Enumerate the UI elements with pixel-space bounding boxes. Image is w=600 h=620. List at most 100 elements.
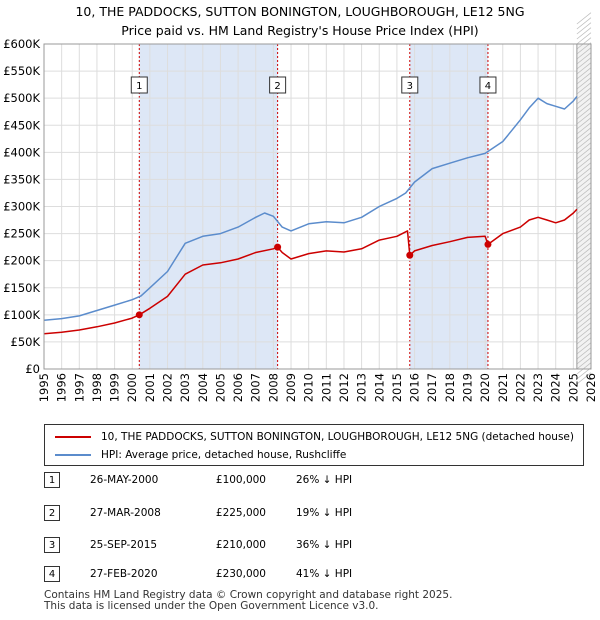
hatch-line — [576, 12, 592, 25]
hatch-line — [576, 262, 592, 275]
hatch-line — [576, 137, 592, 150]
table-row: 3 25-SEP-2015 £210,000 36% ↓ HPI — [0, 537, 600, 557]
hatch-line — [576, 367, 592, 380]
hatch-line — [576, 232, 592, 245]
sale-markers: 1 2 3 4 — [130, 76, 497, 319]
hatch-line — [576, 122, 592, 135]
sale-price: £100,000 — [215, 474, 266, 486]
x-tick-label: 2000 — [125, 373, 139, 402]
legend-swatch-hpi — [55, 454, 91, 456]
hatch-line — [576, 277, 592, 290]
hatch-line — [576, 267, 592, 280]
x-tick-label: 2019 — [460, 373, 474, 402]
hatch-line — [576, 297, 592, 310]
y-tick-label: £450K — [3, 118, 40, 132]
hatch-line — [576, 32, 592, 45]
hatch-line — [576, 37, 592, 50]
hatch-line — [576, 97, 592, 110]
hatch-line — [576, 112, 592, 125]
sale-point — [406, 251, 414, 259]
hatch-line — [576, 57, 592, 70]
hatch-line — [576, 102, 592, 115]
x-tick-label: 2003 — [178, 373, 192, 402]
hatch-line — [576, 167, 592, 180]
table-row: 1 26-MAY-2000 £100,000 26% ↓ HPI — [0, 472, 600, 492]
hatch-line — [576, 287, 592, 300]
legend-label-hpi: HPI: Average price, detached house, Rush… — [101, 449, 347, 461]
hatch-line — [576, 302, 592, 315]
sale-label: 4 — [485, 81, 491, 92]
y-tick-label: £250K — [3, 227, 40, 241]
x-tick-label: 2014 — [372, 373, 386, 402]
y-tick-label: £0 — [25, 362, 40, 376]
sale-hpi-diff: 41% ↓ HPI — [296, 568, 353, 580]
hatch-line — [576, 327, 592, 340]
hatch-line — [576, 257, 592, 270]
hatch-line — [576, 347, 592, 360]
sale-price: £225,000 — [215, 507, 266, 519]
sale-label-box — [479, 76, 497, 94]
hatch-line — [576, 62, 592, 75]
x-tick-label: 2015 — [390, 373, 404, 402]
sale-point — [135, 311, 143, 319]
hatch-line — [576, 177, 592, 190]
hatch-line — [576, 272, 592, 285]
chart-title: 10, THE PADDOCKS, SUTTON BONINGTON, LOUG… — [0, 2, 600, 40]
sale-label-box — [269, 76, 287, 94]
hatch-line — [576, 172, 592, 185]
grid-lines — [43, 43, 592, 370]
x-tick-label: 2021 — [496, 373, 510, 402]
hatch-line — [576, 142, 592, 155]
hatch-line — [576, 77, 592, 90]
y-tick-label: £200K — [3, 254, 40, 268]
x-tick-label: 2010 — [302, 373, 316, 402]
sale-number: 2 — [44, 505, 60, 521]
hatch-line — [576, 247, 592, 260]
x-tick-label: 1997 — [72, 373, 86, 402]
hatch-line — [576, 322, 592, 335]
table-row: 2 27-MAR-2008 £225,000 19% ↓ HPI — [0, 505, 600, 525]
legend-label-property: 10, THE PADDOCKS, SUTTON BONINGTON, LOUG… — [101, 431, 574, 443]
x-tick-label: 2009 — [284, 373, 298, 402]
hatch-line — [576, 337, 592, 350]
hatch-line — [576, 197, 592, 210]
legend: 10, THE PADDOCKS, SUTTON BONINGTON, LOUG… — [44, 424, 584, 466]
x-tick-label: 2004 — [196, 373, 210, 402]
hatch-line — [576, 127, 592, 140]
hatch-line — [576, 357, 592, 370]
x-tick-label: 2013 — [355, 373, 369, 402]
x-tick-label: 1995 — [37, 373, 51, 402]
sale-hpi-diff: 19% ↓ HPI — [296, 507, 353, 519]
hatch-line — [576, 117, 592, 130]
series-lines — [43, 96, 578, 335]
hatch-line — [576, 342, 592, 355]
sale-label: 3 — [407, 81, 413, 92]
sale-hpi-diff: 36% ↓ HPI — [296, 539, 353, 551]
y-tick-label: £500K — [3, 91, 40, 105]
sale-number: 4 — [44, 566, 60, 582]
plot-frame — [43, 43, 592, 370]
hatch-line — [576, 372, 592, 385]
x-tick-label: 2023 — [531, 373, 545, 402]
legend-item-property: 10, THE PADDOCKS, SUTTON BONINGTON, LOUG… — [55, 429, 574, 445]
hatch-line — [576, 27, 592, 40]
hatch-line — [576, 152, 592, 165]
sale-label: 2 — [274, 81, 280, 92]
x-tick-label: 2017 — [425, 373, 439, 402]
sale-hpi-diff: 26% ↓ HPI — [296, 474, 353, 486]
y-tick-label: £400K — [3, 145, 40, 159]
hatch-line — [576, 42, 592, 55]
hatch-line — [576, 22, 592, 35]
hatch-line — [576, 52, 592, 65]
sale-point — [484, 240, 492, 248]
hatch-line — [576, 72, 592, 85]
hatch-line — [576, 67, 592, 80]
title-line-2: Price paid vs. HM Land Registry's House … — [121, 23, 479, 38]
x-tick-label: 2024 — [549, 373, 563, 402]
footer-line-1: Contains HM Land Registry data © Crown c… — [44, 589, 453, 601]
sale-price: £230,000 — [215, 568, 266, 580]
x-tick-label: 2008 — [266, 373, 280, 402]
hatch-line — [576, 187, 592, 200]
hatch-line — [576, 242, 592, 255]
hatch-line — [576, 362, 592, 375]
